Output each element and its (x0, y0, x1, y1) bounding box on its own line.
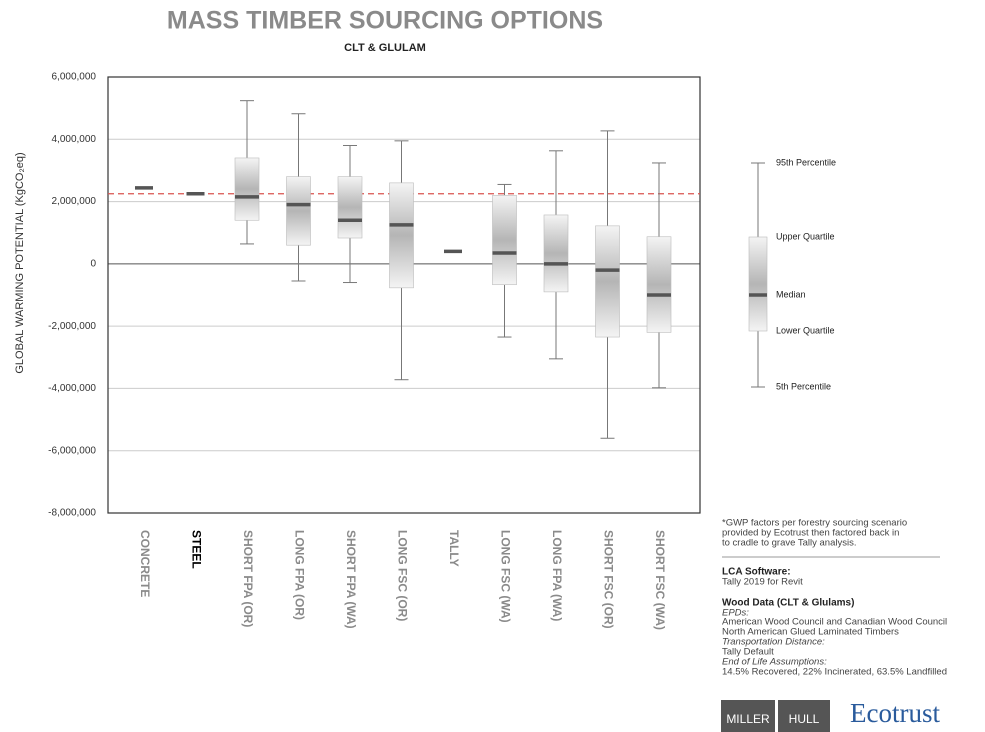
note-heading: Transportation Distance: (722, 637, 825, 648)
note: Tally 2019 for Revit (722, 577, 803, 588)
y-tick-label: -2,000,000 (48, 321, 96, 332)
legend-label: 95th Percentile (776, 157, 836, 167)
y-tick-label: 0 (90, 258, 96, 269)
legend-label: Median (776, 289, 806, 299)
note: Tally Default (722, 647, 774, 658)
note-heading: LCA Software: (722, 567, 791, 578)
x-tick-label: SHORT FPA (WA) (344, 530, 358, 629)
y-tick-label: 2,000,000 (52, 196, 97, 207)
x-tick-label: SHORT FSC (WA) (653, 530, 667, 630)
y-tick-label: -6,000,000 (48, 445, 96, 456)
x-tick-label: LONG FSC (WA) (498, 530, 512, 623)
legend-label: Upper Quartile (776, 231, 835, 241)
x-tick-label: TALLY (447, 530, 461, 567)
legend-label: Lower Quartile (776, 325, 835, 335)
x-tick-label: LONG FSC (OR) (395, 530, 409, 621)
y-tick-label: 6,000,000 (52, 72, 97, 83)
box (646, 236, 672, 333)
box (595, 225, 620, 338)
logo-box (778, 700, 830, 732)
legend-label: 5th Percentile (776, 381, 831, 391)
logo-text: MILLER (726, 712, 770, 726)
box (286, 176, 311, 246)
x-tick-label: LONG FPA (WA) (550, 530, 564, 621)
x-tick-label: SHORT FPA (OR) (241, 530, 255, 627)
footnote: to cradle to grave Tally analysis. (722, 538, 856, 549)
logo-text: HULL (789, 712, 820, 726)
y-axis-label: GLOBAL WARMING POTENTIAL (KgCO₂eq) (14, 152, 26, 373)
x-tick-label: CONCRETE (138, 530, 152, 597)
box (389, 182, 414, 289)
box (234, 157, 260, 221)
note: 14.5% Recovered, 22% Incinerated, 63.5% … (722, 667, 947, 678)
box (492, 195, 517, 286)
logo-box (721, 700, 775, 732)
logo-ecotrust: Ecotrust (850, 698, 940, 728)
plot-frame (107, 76, 701, 514)
notes: *GWP factors per forestry sourcing scena… (722, 518, 947, 678)
x-tick-label: SHORT FSC (OR) (601, 530, 615, 629)
chart-subtitle: CLT & GLULAM (344, 42, 426, 54)
footnote: provided by Ecotrust then factored back … (722, 528, 899, 539)
y-tick-label: 4,000,000 (52, 134, 97, 145)
box (337, 176, 363, 239)
box (543, 214, 569, 293)
note: American Wood Council and Canadian Wood … (722, 617, 947, 628)
note-heading: EPDs: (722, 608, 749, 619)
x-tick-label: LONG FPA (OR) (292, 530, 306, 620)
note: North American Glued Laminated Timbers (722, 627, 899, 638)
chart-title: MASS TIMBER SOURCING OPTIONS (167, 7, 603, 35)
legend-box (748, 236, 768, 332)
x-tick-label: STEEL (189, 530, 203, 569)
note-heading: Wood Data (CLT & Glulams) (722, 598, 854, 609)
note-heading: End of Life Assumptions: (722, 657, 827, 668)
y-tick-label: -4,000,000 (48, 383, 96, 394)
y-tick-label: -8,000,000 (48, 508, 96, 519)
footnote: *GWP factors per forestry sourcing scena… (722, 518, 907, 529)
